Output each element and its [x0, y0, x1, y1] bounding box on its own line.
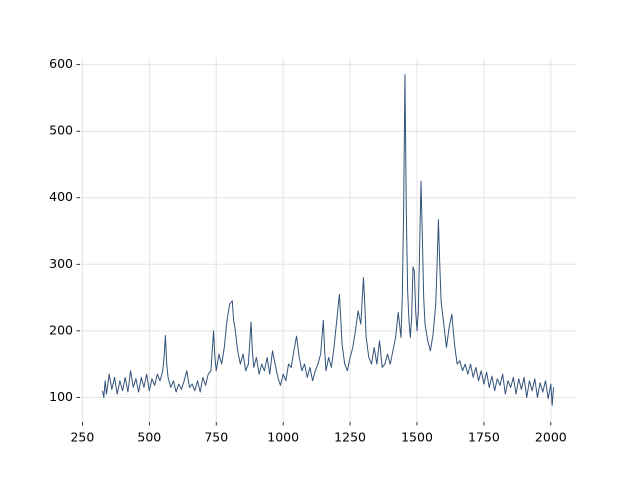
x-tick-label: 2000 — [535, 430, 567, 445]
y-tick-label: 300 — [49, 256, 73, 271]
x-tick-label: 1500 — [401, 430, 433, 445]
y-tick-label: 400 — [49, 189, 73, 204]
x-tick-label: 750 — [204, 430, 228, 445]
y-tick-label: 200 — [49, 322, 73, 337]
data-line — [101, 74, 555, 406]
y-tick-label: 600 — [49, 56, 73, 71]
x-tick-label: 1000 — [267, 430, 299, 445]
x-tick-label: 1250 — [334, 430, 366, 445]
y-tick-label: 500 — [49, 123, 73, 138]
x-tick-label: 1750 — [468, 430, 500, 445]
x-tick-label: 250 — [70, 430, 94, 445]
y-tick-label: 100 — [49, 389, 73, 404]
x-tick-label: 500 — [137, 430, 161, 445]
